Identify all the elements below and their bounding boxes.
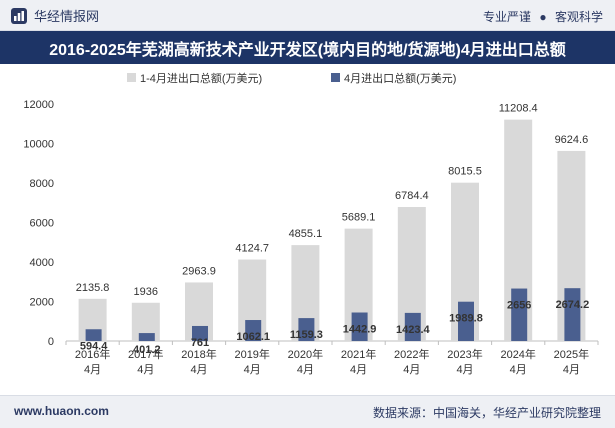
x-tick-label-year: 2024年: [500, 347, 535, 361]
x-tick-label-month: 4月: [244, 364, 261, 376]
data-label-series-1: 4855.1: [289, 228, 323, 240]
brand-name: 华经情报网: [34, 9, 100, 24]
x-tick-label-month: 4月: [563, 364, 580, 376]
y-tick-label: 12000: [23, 99, 54, 111]
chart-title-bar: 2016-2025年芜湖高新技术产业开发区(境内目的地/货源地)4月进出口总额: [0, 31, 615, 64]
bar-series-2: [458, 301, 474, 341]
bar-chart: 1-4月进出口总额(万美元) 4月进出口总额(万美元) 0 2000 4000 6000 8…: [23, 71, 599, 376]
x-tick-label-month: 4月: [403, 364, 420, 376]
data-label-series-1: 8015.5: [448, 166, 482, 178]
legend-label-series-2: 4月进出口总额(万美元): [344, 71, 456, 85]
slogan-tag-2: 客观科学: [554, 10, 603, 24]
x-tick-label-year: 2021年: [341, 347, 376, 361]
data-label-series-2: 594.4: [80, 340, 108, 352]
bar-series-2: [192, 325, 208, 341]
x-tick-label-year: 2023年: [447, 347, 482, 361]
data-label-series-2: 1159.3: [290, 329, 323, 341]
data-label-series-2: 2674.2: [556, 299, 590, 311]
x-tick-label-month: 4月: [510, 364, 527, 376]
y-tick-label: 2000: [30, 297, 54, 309]
bar-series-2: [511, 288, 528, 341]
footer-bar: www.huaon.com 数据来源：中国海关，华经产业研究院整理: [0, 395, 615, 428]
x-tick-label-year: 2019年: [234, 347, 269, 361]
x-tick-label-month: 4月: [190, 364, 207, 376]
top-bar: 华经情报网 专业严谨 ● 客观科学: [0, 0, 615, 31]
data-label-series-2: 1062.1: [236, 331, 270, 343]
brand-logo-icon: [11, 7, 27, 24]
data-label-series-1: 5689.1: [342, 212, 376, 224]
slogan-separator: ●: [539, 10, 547, 24]
x-tick-label-month: 4月: [456, 364, 473, 376]
bar-series-2: [564, 288, 581, 341]
x-tick-label-year: 2022年: [394, 347, 429, 361]
footer-source: 数据来源：中国海关，华经产业研究院整理: [372, 406, 601, 420]
brand: 华经情报网: [10, 6, 99, 25]
x-tick-label-month: 4月: [297, 364, 314, 376]
data-label-series-1: 11208.4: [499, 103, 538, 115]
slogan-tag-1: 专业严谨: [483, 10, 532, 24]
y-tick-label: 6000: [30, 218, 54, 230]
y-tick-label: 0: [48, 336, 54, 348]
data-label-series-2: 2656: [507, 300, 531, 312]
bar-series-2: [85, 329, 102, 341]
y-tick-label: 8000: [30, 178, 54, 190]
chart-title: 2016-2025年芜湖高新技术产业开发区(境内目的地/货源地)4月进出口总额: [49, 41, 566, 59]
x-tick-label-year: 2016年: [75, 347, 110, 361]
bar-series-2: [138, 333, 155, 341]
data-label-series-2: 401.2: [133, 344, 161, 356]
bar-series-2: [245, 320, 262, 341]
y-tick-label: 4000: [30, 257, 54, 269]
data-label-series-1: 2963.9: [182, 265, 216, 277]
data-label-series-2: 761: [191, 337, 209, 349]
bar-series-2: [298, 318, 315, 341]
footer-website: www.huaon.com: [14, 404, 109, 418]
data-label-series-2: 1989.8: [449, 313, 483, 325]
data-label-series-1: 4124.7: [235, 243, 269, 255]
y-tick-label: 10000: [23, 139, 54, 151]
data-label-series-1: 2135.8: [76, 282, 110, 294]
data-label-series-2: 1423.4: [396, 324, 431, 336]
data-label-series-1: 6784.4: [395, 190, 429, 202]
x-tick-label-month: 4月: [137, 364, 154, 376]
legend-label-series-1: 1-4月进出口总额(万美元): [140, 71, 262, 85]
data-label-series-2: 1442.9: [343, 324, 377, 336]
x-tick-label-month: 4月: [350, 364, 367, 376]
x-tick-label-month: 4月: [84, 364, 101, 376]
x-tick-label-year: 2020年: [288, 347, 323, 361]
x-tick-label-year: 2017年: [128, 347, 163, 361]
chart-area: 1-4月进出口总额(万美元) 4月进出口总额(万美元) 0 2000 4000 6000 8…: [0, 64, 615, 394]
bar-series-2: [404, 312, 421, 341]
slogan: 专业严谨 ● 客观科学: [483, 8, 603, 25]
legend-swatch-series-1: [127, 73, 136, 82]
data-label-series-1: 1936: [134, 286, 158, 298]
data-label-series-1: 9624.6: [555, 134, 589, 146]
x-tick-label-year: 2025年: [554, 347, 589, 361]
legend-swatch-series-2: [331, 73, 340, 82]
bar-series-2: [351, 312, 368, 341]
x-tick-label-year: 2018年: [181, 347, 216, 361]
